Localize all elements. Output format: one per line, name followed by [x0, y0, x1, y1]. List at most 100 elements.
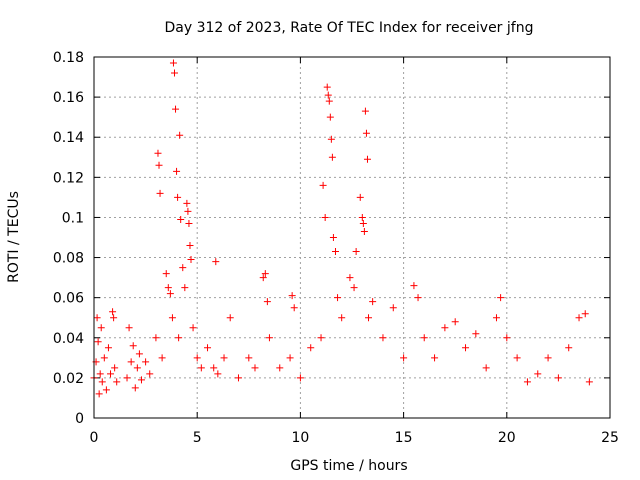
data-point [152, 334, 160, 342]
data-point [356, 193, 364, 201]
y-tick-label: 0.14 [53, 130, 84, 146]
data-point [158, 354, 166, 362]
y-axis-ticks: 0 0.02 0.04 0.06 0.08 0.1 0.12 0.14 0.16 0.18 [53, 50, 610, 427]
data-point [259, 274, 267, 282]
data-point [102, 386, 110, 394]
data-point [565, 344, 573, 352]
x-tick-label: 20 [498, 430, 516, 446]
data-point [334, 294, 342, 302]
x-tick-label: 5 [193, 430, 202, 446]
data-points [90, 59, 593, 398]
data-point [156, 189, 164, 197]
data-point [363, 155, 371, 163]
y-tick-label: 0.18 [53, 50, 84, 66]
y-tick-label: 0.1 [62, 210, 84, 226]
data-point [176, 131, 184, 139]
data-point [125, 324, 133, 332]
data-point [133, 364, 141, 372]
data-point [261, 270, 269, 278]
data-point [155, 161, 163, 169]
x-tick-label: 0 [90, 430, 99, 446]
data-point [179, 264, 187, 272]
data-point [100, 354, 108, 362]
data-point [193, 354, 201, 362]
data-point [581, 310, 589, 318]
data-point [338, 314, 346, 322]
data-point [173, 167, 181, 175]
plot-frame [93, 56, 611, 419]
data-point [135, 350, 143, 358]
data-point [326, 113, 334, 121]
data-point [389, 304, 397, 312]
data-point [181, 284, 189, 292]
data-point [166, 290, 174, 298]
data-point [361, 107, 369, 115]
data-point [142, 358, 150, 366]
data-point [325, 97, 333, 105]
data-point [137, 376, 145, 384]
data-point [441, 324, 449, 332]
data-point [414, 294, 422, 302]
data-point [359, 219, 367, 227]
data-point [107, 370, 115, 378]
data-point [358, 213, 366, 221]
data-point [400, 354, 408, 362]
data-point [365, 314, 373, 322]
data-point [129, 342, 137, 350]
data-point [544, 354, 552, 362]
data-point [123, 374, 131, 382]
x-tick-label: 25 [601, 430, 619, 446]
x-tick-label: 10 [291, 430, 309, 446]
data-point [296, 374, 304, 382]
data-point [497, 294, 505, 302]
data-point [164, 284, 172, 292]
data-point [331, 248, 339, 256]
data-point [177, 215, 185, 223]
data-point [97, 324, 105, 332]
data-point [183, 199, 191, 207]
data-point [534, 370, 542, 378]
data-point [245, 354, 253, 362]
data-point [210, 364, 218, 372]
data-point [212, 258, 220, 266]
data-point [513, 354, 521, 362]
data-point [350, 284, 358, 292]
data-point [131, 384, 139, 392]
x-axis-label: GPS time / hours [290, 458, 407, 474]
data-point [98, 378, 106, 386]
data-point [288, 292, 296, 300]
data-point [96, 370, 104, 378]
data-point [110, 314, 118, 322]
data-point [162, 270, 170, 278]
data-point [323, 83, 331, 91]
data-point [462, 344, 470, 352]
data-point [276, 364, 284, 372]
data-point [328, 153, 336, 161]
data-point [286, 354, 294, 362]
y-tick-label: 0.16 [53, 90, 84, 106]
data-point [585, 378, 593, 386]
data-point [379, 334, 387, 342]
data-point [127, 358, 135, 366]
data-point [154, 149, 162, 157]
data-point [168, 314, 176, 322]
data-point [104, 344, 112, 352]
y-tick-label: 0 [75, 411, 84, 427]
y-tick-label: 0.06 [53, 291, 84, 307]
y-tick-label: 0.08 [53, 251, 84, 267]
data-point [113, 378, 121, 386]
data-point [360, 227, 368, 235]
y-axis-label: ROTI / TECUs [6, 191, 22, 283]
data-point [169, 59, 177, 67]
data-point [189, 324, 197, 332]
grid-lines [94, 57, 610, 418]
data-point [492, 314, 500, 322]
data-point [174, 193, 182, 201]
data-point [431, 354, 439, 362]
data-point [226, 314, 234, 322]
data-point [410, 282, 418, 290]
data-point [234, 374, 242, 382]
data-point [146, 370, 154, 378]
data-point [346, 274, 354, 282]
